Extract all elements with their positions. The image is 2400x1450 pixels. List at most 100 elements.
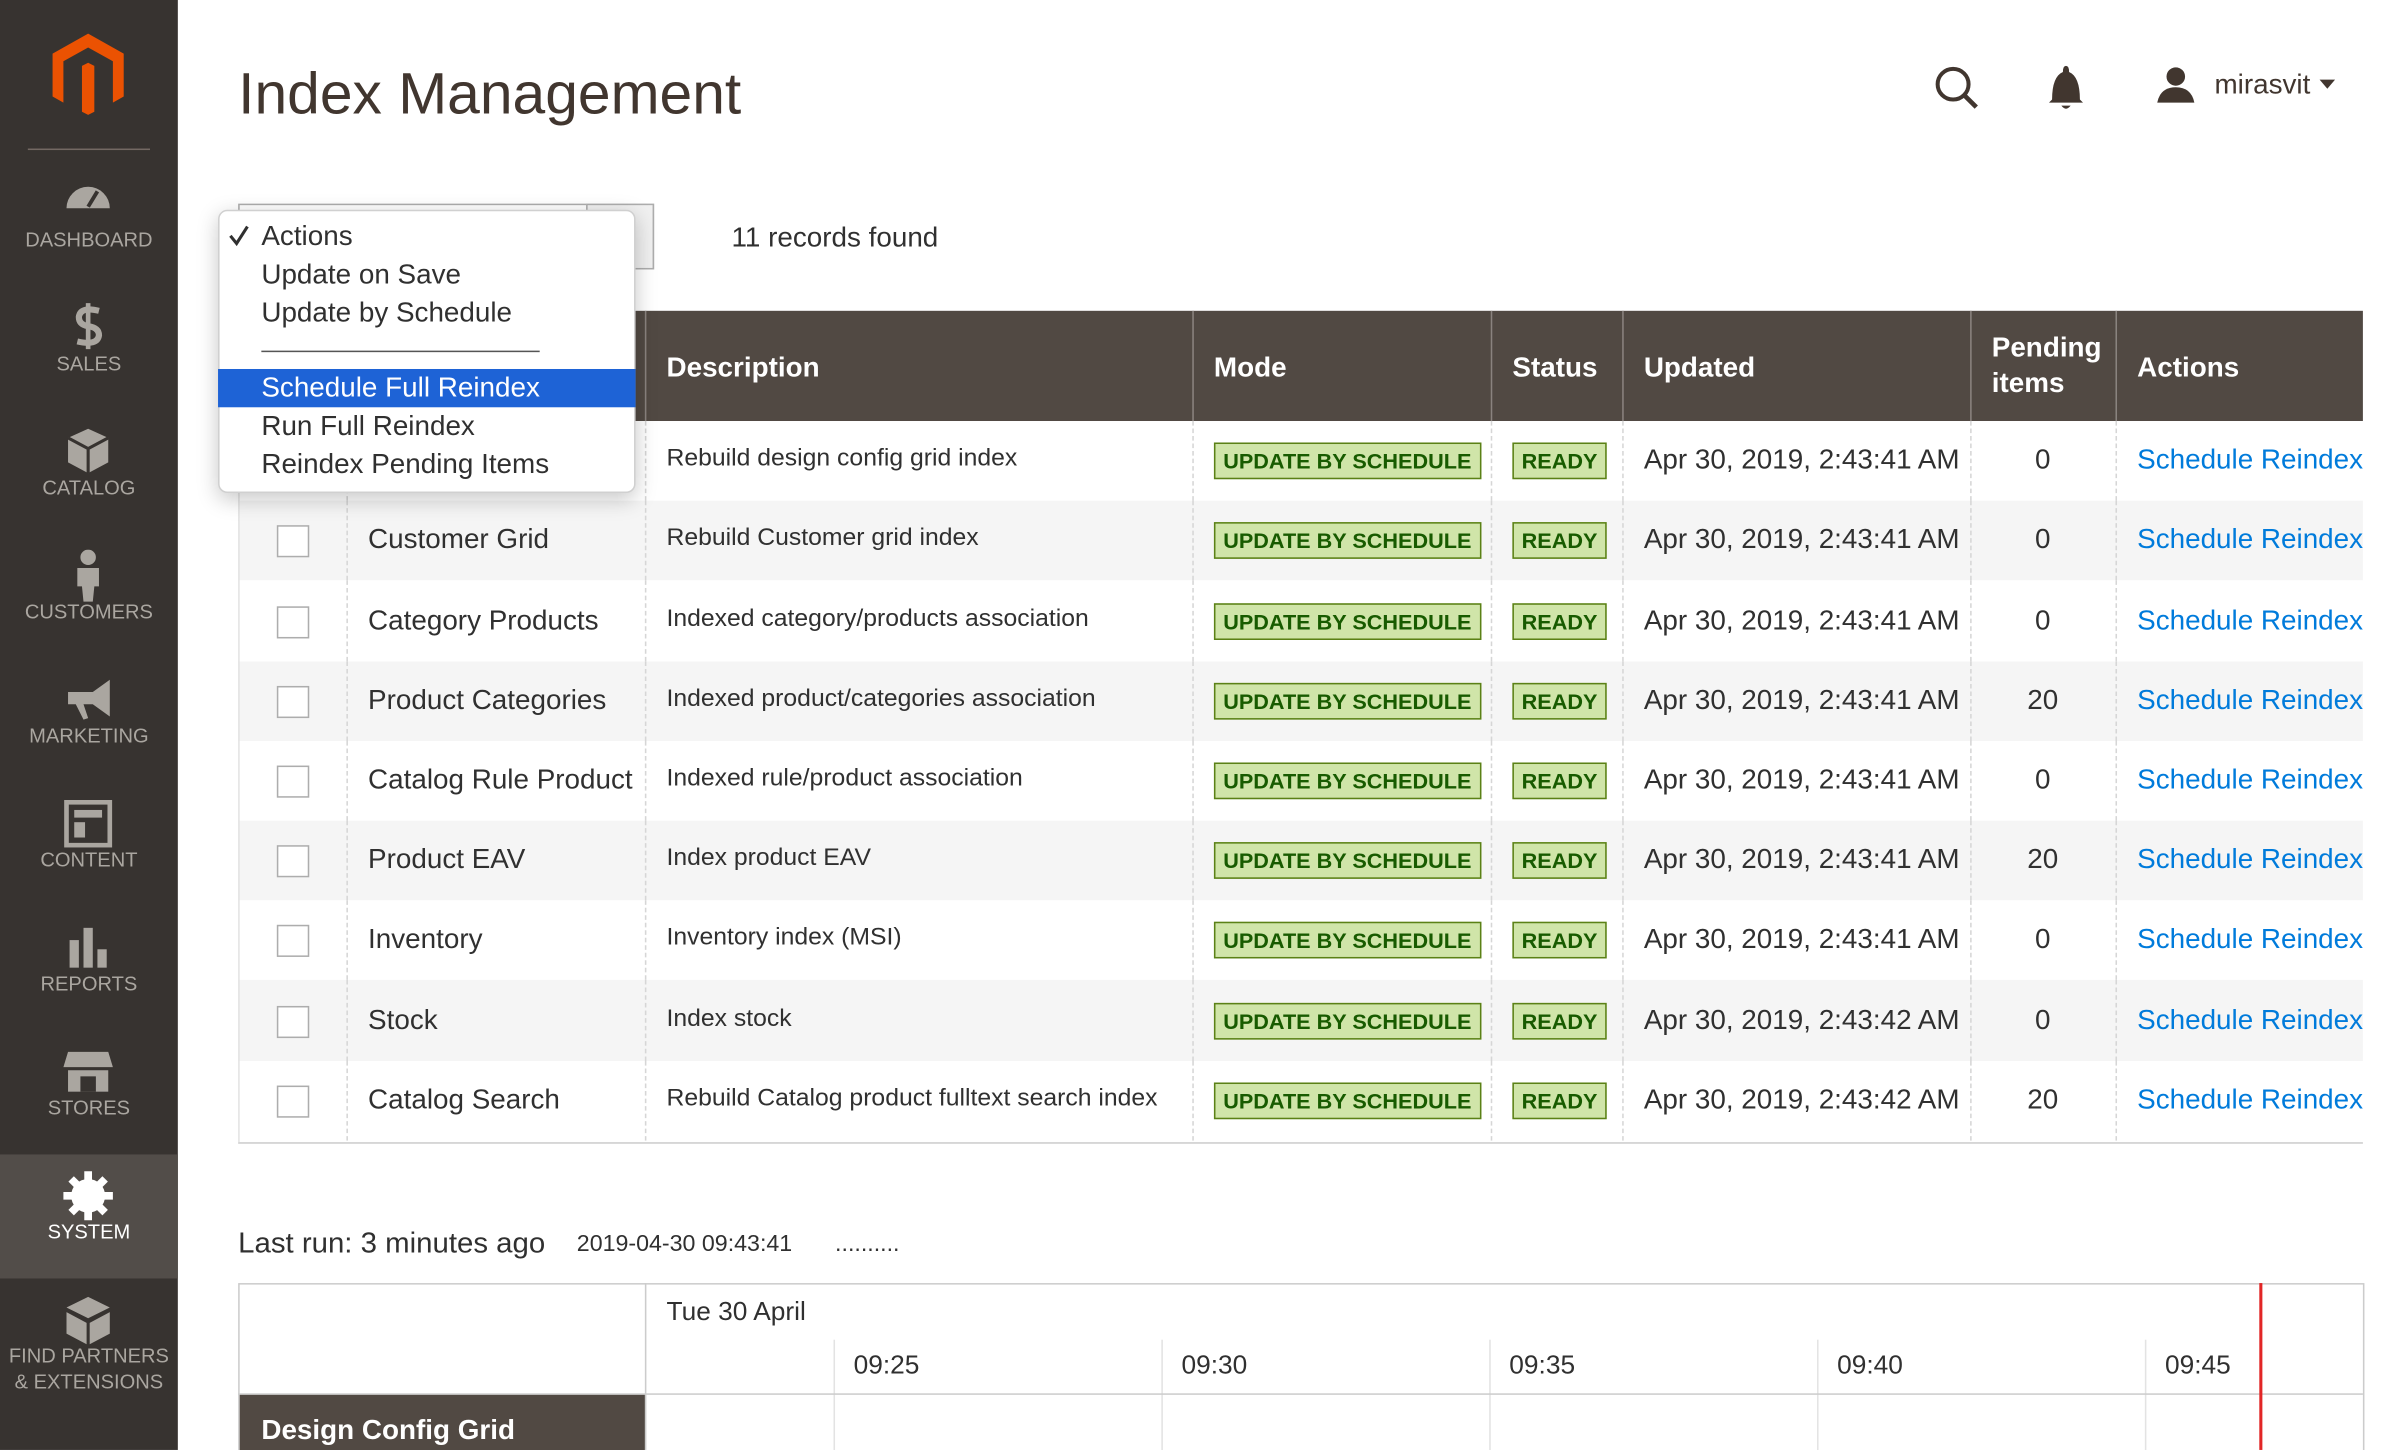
sidebar-item[interactable]: STORES: [47, 1096, 131, 1120]
indexer-description: Rebuild Customer grid index: [666, 525, 979, 552]
sidebar-item[interactable]: MARKETING: [29, 724, 149, 748]
sidebar-item[interactable]: SALES: [56, 352, 122, 376]
row-checkbox[interactable]: [276, 1085, 310, 1118]
last-run: Last run: 3 minutes ago: [238, 1227, 546, 1261]
sidebar-icon: [63, 1171, 113, 1221]
time-divider: [2144, 1339, 2147, 1450]
column-divider: [1490, 310, 1493, 422]
cell-divider: [1192, 660, 1194, 741]
pending-items: 0: [2035, 444, 2051, 475]
menu-option[interactable]: Schedule Full Reindex: [261, 372, 540, 403]
column-header[interactable]: Pending items: [1991, 332, 2102, 399]
time-divider: [1817, 1339, 1819, 1450]
pending-items: 0: [2035, 604, 2051, 635]
column-header[interactable]: Description: [666, 352, 820, 383]
indexer-description: Indexed product/categories association: [666, 685, 1096, 712]
row-checkbox[interactable]: [276, 525, 310, 558]
pending-items: 0: [2035, 1003, 2051, 1035]
cell-divider: [2115, 900, 2118, 981]
sidebar-item[interactable]: CONTENT: [40, 848, 138, 872]
updated-time: Apr 30, 2019, 2:43:41 AM: [1643, 923, 1960, 955]
indexer-description: Index stock: [666, 1005, 792, 1032]
sidebar-icon: [66, 1296, 110, 1345]
page-title: Index Management: [238, 62, 742, 128]
cell-divider: [1970, 820, 1972, 901]
cell-divider: [644, 820, 647, 901]
cell-divider: [2115, 421, 2118, 501]
updated-time: Apr 30, 2019, 2:43:42 AM: [1643, 1003, 1960, 1035]
cell-divider: [1490, 900, 1493, 981]
mode-badge: UPDATE BY SCHEDULE: [1213, 1082, 1481, 1119]
cell-divider: [1192, 980, 1194, 1061]
column-header[interactable]: Mode: [1213, 352, 1287, 383]
row-checkbox[interactable]: [276, 765, 310, 798]
menu-option[interactable]: Run Full Reindex: [261, 410, 475, 441]
schedule-reindex-link[interactable]: Schedule Reindex: [2137, 763, 2364, 795]
timeline-label-col: [644, 1283, 647, 1450]
status-badge: READY: [1512, 442, 1607, 480]
schedule-reindex-link[interactable]: Schedule Reindex: [2137, 923, 2364, 955]
user-name[interactable]: mirasvit: [2214, 68, 2311, 100]
timeline-date: Tue 30 April: [666, 1296, 806, 1326]
schedule-reindex-link[interactable]: Schedule Reindex: [2137, 1003, 2364, 1035]
sidebar-icon: [66, 186, 110, 209]
schedule-reindex-link[interactable]: Schedule Reindex: [2137, 1083, 2364, 1115]
menu-option[interactable]: Update by Schedule: [261, 297, 513, 328]
cell-divider: [2115, 660, 2118, 741]
cell-divider: [1622, 980, 1624, 1061]
cell-divider: [1192, 500, 1194, 581]
schedule-reindex-link[interactable]: Schedule Reindex: [2137, 444, 2364, 475]
cell-divider: [644, 740, 647, 821]
row-checkbox[interactable]: [276, 605, 310, 638]
cell-divider: [1622, 820, 1624, 901]
status-badge: READY: [1512, 522, 1607, 560]
cell-divider: [644, 500, 647, 581]
row-checkbox[interactable]: [276, 925, 310, 958]
schedule-reindex-link[interactable]: Schedule Reindex: [2137, 843, 2364, 875]
sidebar-item[interactable]: FIND PARTNERS & EXTENSIONS: [8, 1344, 169, 1394]
menu-option[interactable]: Update on Save: [261, 258, 461, 290]
header-icons[interactable]: [1918, 46, 2382, 138]
sidebar-item[interactable]: CATALOG: [42, 476, 136, 500]
indexer-name: Catalog Search: [368, 1083, 560, 1115]
pending-items: 0: [2035, 524, 2051, 555]
schedule-reindex-link[interactable]: Schedule Reindex: [2137, 683, 2364, 715]
indexer-name: Customer Grid: [368, 524, 550, 555]
cell-divider: [346, 820, 348, 901]
cell-divider: [1622, 500, 1624, 581]
row-checkbox[interactable]: [276, 685, 310, 718]
sidebar-item[interactable]: DASHBOARD: [25, 228, 153, 252]
timeline-box: [238, 1283, 2365, 1450]
cell-divider: [346, 660, 348, 741]
schedule-reindex-link[interactable]: Schedule Reindex: [2137, 604, 2364, 635]
sidebar-item[interactable]: CUSTOMERS: [24, 600, 153, 624]
column-header[interactable]: Updated: [1643, 352, 1756, 383]
cell-divider: [644, 900, 647, 981]
menu-option[interactable]: Reindex Pending Items: [261, 448, 550, 480]
pending-items: 20: [2027, 683, 2059, 715]
cell-divider: [1490, 980, 1493, 1061]
cell-divider: [1970, 421, 1972, 501]
indexer-name: Inventory: [368, 923, 483, 955]
menu-option[interactable]: Actions: [261, 220, 353, 252]
cell-divider: [346, 1060, 348, 1141]
time-divider: [1161, 1339, 1163, 1450]
column-divider: [1970, 310, 1972, 422]
indexer-name: Category Products: [368, 604, 599, 635]
mode-badge: UPDATE BY SCHEDULE: [1213, 1002, 1481, 1039]
row-checkbox[interactable]: [276, 1005, 310, 1038]
column-header[interactable]: Status: [1512, 352, 1598, 383]
cell-divider: [1192, 820, 1194, 901]
cell-divider: [1622, 660, 1624, 741]
cell-divider: [1192, 580, 1194, 661]
sidebar-item[interactable]: SYSTEM: [47, 1220, 131, 1244]
schedule-reindex-link[interactable]: Schedule Reindex: [2137, 524, 2364, 555]
cell-divider: [2115, 1060, 2118, 1141]
cell-divider: [1970, 740, 1972, 821]
row-checkbox[interactable]: [276, 845, 310, 878]
sidebar-item[interactable]: REPORTS: [40, 972, 138, 996]
column-header[interactable]: Actions: [2137, 352, 2240, 383]
cell-divider: [2115, 580, 2118, 661]
indexer-name: Stock: [368, 1003, 438, 1035]
